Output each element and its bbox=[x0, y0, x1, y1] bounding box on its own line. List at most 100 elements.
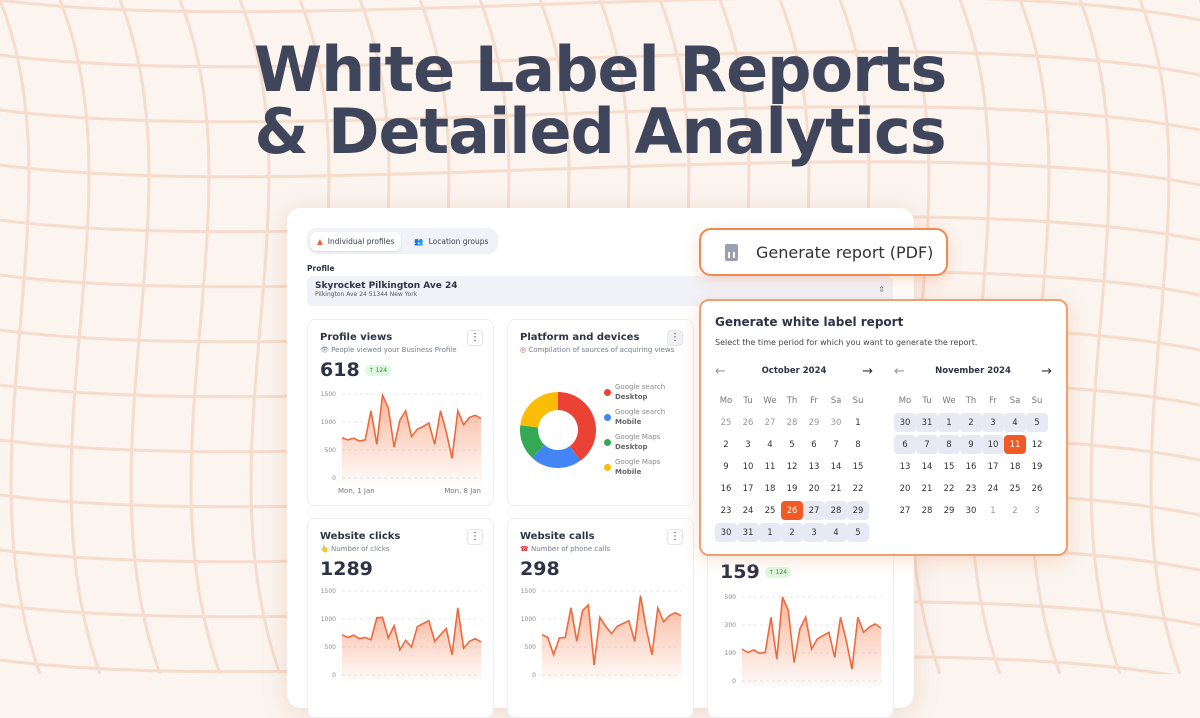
day-cell[interactable]: 10 bbox=[742, 461, 754, 472]
day-cell[interactable]: 12 bbox=[786, 461, 798, 472]
day-cell[interactable]: 22 bbox=[943, 483, 955, 494]
day-cell[interactable]: 18 bbox=[1009, 461, 1021, 472]
target-icon: ◎ bbox=[520, 346, 527, 354]
day-cell[interactable]: 9 bbox=[960, 435, 982, 454]
more-options-button[interactable]: ⋮ bbox=[467, 330, 483, 346]
day-cell[interactable]: 27 bbox=[899, 505, 911, 516]
day-cell[interactable]: 14 bbox=[921, 461, 933, 472]
day-cell[interactable]: 12 bbox=[1031, 439, 1043, 450]
day-cell[interactable]: 20 bbox=[808, 483, 820, 494]
selected-day[interactable]: 11 bbox=[1004, 435, 1026, 454]
more-options-button[interactable]: ⋮ bbox=[667, 529, 683, 545]
day-cell[interactable]: 9 bbox=[723, 461, 729, 472]
day-cell[interactable]: 31 bbox=[737, 523, 759, 542]
day-cell[interactable]: 21 bbox=[830, 483, 842, 494]
day-cell[interactable]: 19 bbox=[786, 483, 798, 494]
day-cell[interactable]: 3 bbox=[745, 439, 751, 450]
day-cell[interactable]: 25 bbox=[764, 505, 776, 516]
day-cell[interactable]: 22 bbox=[852, 483, 864, 494]
y-tick-label: 500 bbox=[325, 447, 337, 454]
prev-month-button[interactable]: ← bbox=[715, 363, 726, 379]
prev-month-button[interactable]: ← bbox=[894, 363, 905, 379]
person-icon: ▲ bbox=[317, 236, 323, 246]
day-cell[interactable]: 1 bbox=[855, 417, 861, 428]
delta-badge: ↑ 124 bbox=[364, 364, 392, 376]
day-cell[interactable]: 14 bbox=[830, 461, 842, 472]
day-cell[interactable]: 20 bbox=[899, 483, 911, 494]
donut-slice bbox=[520, 425, 545, 458]
y-tick-label: 1000 bbox=[321, 419, 336, 426]
day-cell[interactable]: 24 bbox=[742, 505, 754, 516]
day-cell[interactable]: 3 bbox=[803, 523, 825, 542]
day-cell[interactable]: 7 bbox=[916, 435, 938, 454]
day-cell[interactable]: 2 bbox=[960, 413, 982, 432]
day-cell[interactable]: 1 bbox=[759, 523, 781, 542]
day-cell[interactable]: 25 bbox=[720, 417, 732, 428]
day-cell[interactable]: 7 bbox=[833, 439, 839, 450]
day-cell[interactable]: 8 bbox=[855, 439, 861, 450]
day-cell[interactable]: 13 bbox=[899, 461, 911, 472]
day-cell[interactable]: 21 bbox=[921, 483, 933, 494]
website-clicks-chart: 1500 1000 500 0 bbox=[321, 588, 482, 681]
next-month-button[interactable]: → bbox=[862, 363, 873, 379]
more-options-button[interactable]: ⋮ bbox=[667, 330, 683, 346]
day-cell[interactable]: 28 bbox=[825, 501, 847, 520]
day-cell[interactable]: 2 bbox=[723, 439, 729, 450]
day-cell[interactable]: 8 bbox=[938, 435, 960, 454]
y-tick-label: 100 bbox=[725, 650, 737, 657]
day-cell[interactable]: 27 bbox=[764, 417, 776, 428]
day-cell[interactable]: 16 bbox=[720, 483, 732, 494]
day-cell[interactable]: 26 bbox=[1031, 483, 1043, 494]
tab-location-groups[interactable]: 👥 Location groups bbox=[407, 232, 495, 251]
day-cell[interactable]: 2 bbox=[781, 523, 803, 542]
day-cell[interactable]: 13 bbox=[808, 461, 820, 472]
day-cell[interactable]: 3 bbox=[1034, 505, 1040, 516]
legend-label: Google search bbox=[615, 383, 666, 391]
day-cell[interactable]: 28 bbox=[921, 505, 933, 516]
day-cell[interactable]: 29 bbox=[943, 505, 955, 516]
day-cell[interactable]: 3 bbox=[982, 413, 1004, 432]
day-cell[interactable]: 4 bbox=[1004, 413, 1026, 432]
donut-chart bbox=[520, 392, 596, 468]
day-cell[interactable]: 30 bbox=[894, 413, 916, 432]
day-cell[interactable]: 25 bbox=[1009, 483, 1021, 494]
day-cell[interactable]: 19 bbox=[1031, 461, 1043, 472]
generate-report-button[interactable]: Generate report (PDF) bbox=[699, 228, 948, 276]
day-cell[interactable]: 6 bbox=[811, 439, 817, 450]
donut-legend: Google search Desktop Google search Mobile G… bbox=[604, 382, 665, 482]
day-cell[interactable]: 30 bbox=[965, 505, 977, 516]
day-cell[interactable]: 31 bbox=[916, 413, 938, 432]
selected-day[interactable]: 26 bbox=[781, 501, 803, 520]
day-cell[interactable]: 6 bbox=[894, 435, 916, 454]
day-cell[interactable]: 4 bbox=[767, 439, 773, 450]
day-cell[interactable]: 30 bbox=[715, 523, 737, 542]
more-options-button[interactable]: ⋮ bbox=[467, 529, 483, 545]
day-cell[interactable]: 5 bbox=[1026, 413, 1048, 432]
day-cell[interactable]: 11 bbox=[764, 461, 776, 472]
day-cell[interactable]: 15 bbox=[852, 461, 864, 472]
day-cell[interactable]: 5 bbox=[789, 439, 795, 450]
day-cell[interactable]: 1 bbox=[990, 505, 996, 516]
day-cell[interactable]: 1 bbox=[938, 413, 960, 432]
day-cell[interactable]: 29 bbox=[808, 417, 820, 428]
donut-slice bbox=[557, 392, 596, 461]
day-cell[interactable]: 28 bbox=[786, 417, 798, 428]
day-cell[interactable]: 4 bbox=[825, 523, 847, 542]
day-cell[interactable]: 18 bbox=[764, 483, 776, 494]
day-cell[interactable]: 23 bbox=[965, 483, 977, 494]
day-cell[interactable]: 27 bbox=[803, 501, 825, 520]
day-cell[interactable]: 2 bbox=[1012, 505, 1018, 516]
day-cell[interactable]: 23 bbox=[720, 505, 732, 516]
day-cell[interactable]: 26 bbox=[742, 417, 754, 428]
tab-individual-profiles[interactable]: ▲ Individual profiles bbox=[310, 231, 402, 251]
day-cell[interactable]: 17 bbox=[742, 483, 754, 494]
day-cell[interactable]: 24 bbox=[987, 483, 999, 494]
day-cell[interactable]: 29 bbox=[847, 501, 869, 520]
day-cell[interactable]: 5 bbox=[847, 523, 869, 542]
day-cell[interactable]: 10 bbox=[982, 435, 1004, 454]
day-cell[interactable]: 17 bbox=[987, 461, 999, 472]
next-month-button[interactable]: → bbox=[1041, 363, 1052, 379]
day-cell[interactable]: 30 bbox=[830, 417, 842, 428]
day-cell[interactable]: 16 bbox=[965, 461, 977, 472]
day-cell[interactable]: 15 bbox=[943, 461, 955, 472]
